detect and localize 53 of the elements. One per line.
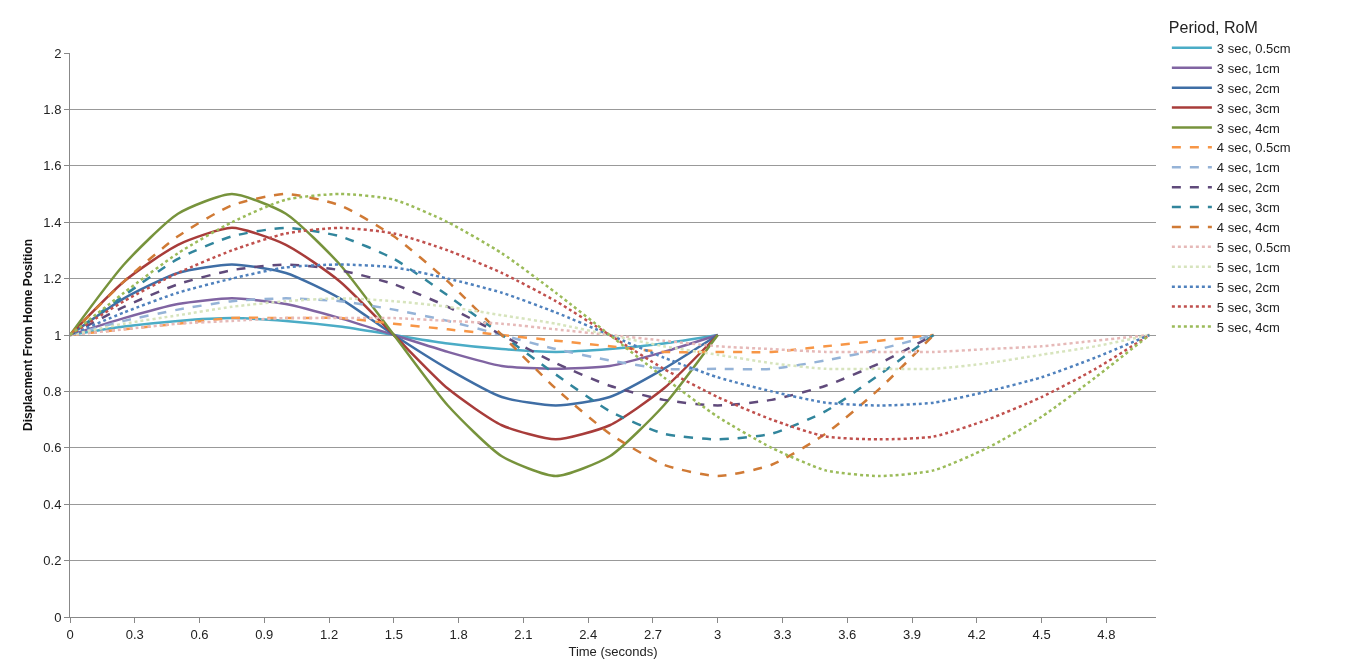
x-tick-label: 4.8 [1097, 626, 1116, 642]
y-tick-label: 1 [54, 327, 62, 343]
legend-label: 4 sec, 4cm [1216, 220, 1280, 235]
y-tick-label: 1.2 [43, 271, 62, 287]
x-tick-label: 1.5 [384, 626, 403, 642]
x-tick-label: 4.2 [967, 626, 986, 642]
y-axis-title: Displacment From Home Position [20, 238, 35, 432]
x-tick-label: 2.4 [579, 626, 598, 642]
x-axis-title: Time (seconds) [568, 644, 658, 660]
legend-label: 5 sec, 0.5cm [1216, 239, 1291, 255]
y-tick-label: 2 [54, 45, 62, 61]
y-tick-label: 1.4 [43, 214, 62, 230]
legend-label: 3 sec, 4cm [1216, 120, 1280, 136]
legend-label: 4 sec, 2cm [1216, 180, 1280, 196]
legend-label: 3 sec, 2cm [1216, 80, 1280, 96]
y-tick-label: 0 [54, 609, 62, 625]
y-tick-label: 0.6 [43, 440, 62, 456]
y-tick-label: 1.8 [43, 101, 62, 117]
legend-label: 4 sec, 3cm [1216, 200, 1280, 216]
x-tick-label: 4.5 [1032, 626, 1051, 642]
line-series [70, 297, 1151, 371]
y-tick-label: 1.6 [43, 158, 62, 174]
line-series [70, 192, 1151, 478]
x-tick-label: 2.7 [643, 626, 662, 642]
x-tick-label: 3.9 [902, 626, 922, 642]
legend-label: 5 sec, 1cm [1216, 259, 1280, 275]
y-tick-label: 0.4 [43, 496, 62, 512]
x-tick-label: 1.2 [320, 626, 339, 642]
legend-label: 5 sec, 3cm [1216, 299, 1280, 315]
x-tick-label: 0.6 [190, 626, 209, 642]
line-series [70, 226, 935, 441]
x-tick-label: 2.1 [514, 626, 533, 642]
y-tick-label: 0.8 [43, 383, 62, 399]
line-series [70, 316, 935, 354]
x-tick-label: 3 [714, 626, 722, 642]
line-series [70, 226, 1151, 441]
line-series [70, 192, 719, 478]
legend-label: 4 sec, 1cm [1216, 160, 1280, 176]
legend-label: 4 sec, 0.5cm [1216, 140, 1291, 156]
legend-label: 3 sec, 0.5cm [1216, 40, 1291, 56]
legend-label: 5 sec, 4cm [1216, 319, 1280, 335]
x-tick-label: 0.3 [125, 626, 144, 642]
x-tick-label: 0.9 [255, 626, 274, 642]
legend-title: Period, RoM [1168, 18, 1258, 36]
y-tick-label: 0.2 [43, 553, 62, 569]
x-tick-label: 1.8 [449, 626, 468, 642]
x-tick-label: 3.6 [838, 626, 857, 642]
legend-label: 3 sec, 3cm [1216, 100, 1280, 116]
x-tick-label: 0 [66, 626, 74, 642]
legend-label: 5 sec, 2cm [1216, 279, 1280, 295]
x-tick-label: 3.3 [773, 626, 792, 642]
legend-label: 3 sec, 1cm [1216, 60, 1280, 76]
line-series [70, 192, 935, 478]
